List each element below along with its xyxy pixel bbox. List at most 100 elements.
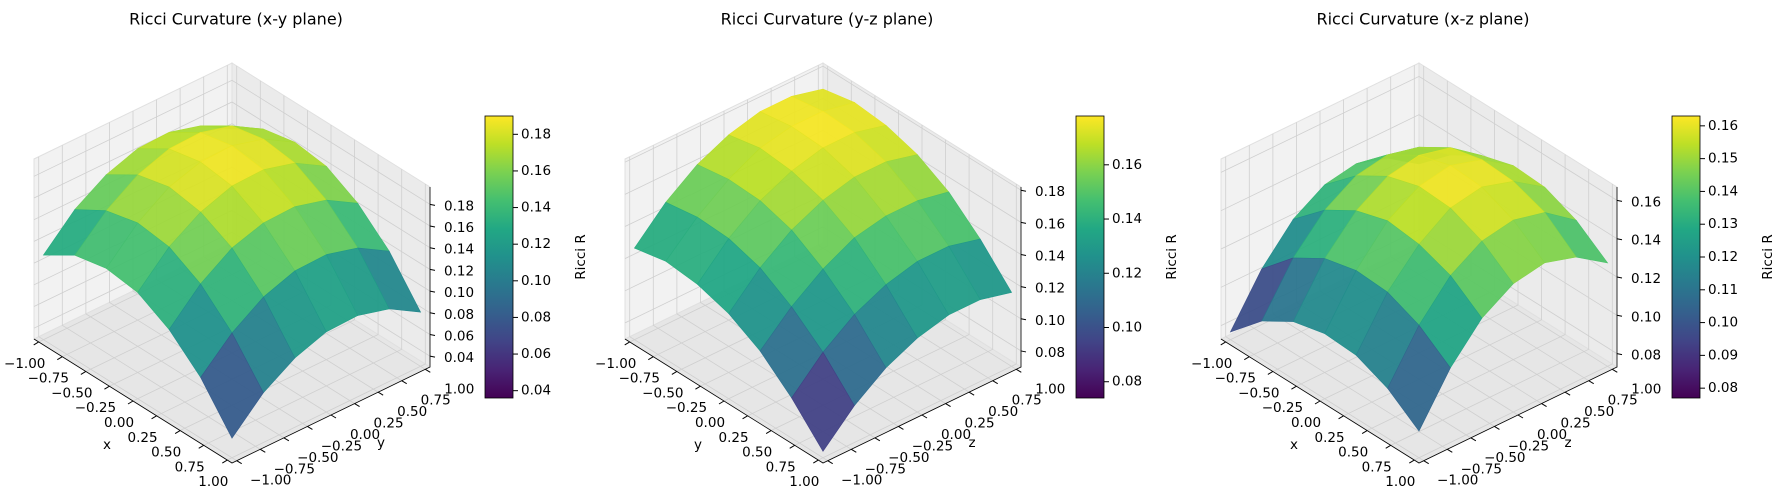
y-tick: [307, 425, 313, 430]
colorbar-tick-label: 0.16: [1708, 118, 1738, 134]
panel: −1.00−0.75−0.50−0.250.000.250.500.751.00…: [1191, 10, 1772, 491]
x-tick: [671, 371, 678, 375]
x-tick: [624, 341, 630, 346]
x-tick-label: −1.00: [4, 356, 45, 372]
y-tick-label: −0.50: [297, 450, 338, 466]
colorbar-tick-label: 0.11: [1708, 282, 1738, 298]
colorbar-tick-label: 0.06: [521, 346, 551, 362]
y-tick-label: 0.25: [1561, 416, 1591, 432]
y-tick-label: 0.75: [421, 393, 451, 409]
colorbar-tick-label: 0.13: [1708, 216, 1738, 232]
z-tick: [1020, 286, 1027, 289]
x-tick: [742, 415, 748, 420]
y-tick: [1016, 368, 1022, 373]
x-tick: [1385, 444, 1391, 449]
grid-line: [1220, 75, 1618, 201]
x-tick: [1361, 430, 1368, 434]
y-tick: [945, 403, 951, 408]
y-tick: [377, 391, 384, 396]
x-tick: [765, 430, 772, 434]
y-tick-label: 1.00: [1631, 381, 1661, 397]
x-tick-label: 0.75: [766, 459, 796, 475]
y-tick-label: 1.00: [444, 381, 474, 397]
y-tick-label: −0.75: [1461, 461, 1502, 477]
y-tick-label: 0.50: [1584, 404, 1614, 420]
z-tick: [429, 333, 436, 336]
colorbar-tick-label: 0.10: [1708, 315, 1738, 331]
x-tick-label: −0.75: [1215, 371, 1256, 387]
surface-patch: [200, 332, 264, 439]
x-tick-label: 0.25: [128, 430, 158, 446]
x-tick-label: −0.25: [75, 400, 116, 416]
colorbar-tick-label: 0.18: [521, 126, 551, 142]
x-tick: [695, 385, 701, 390]
x-tick: [648, 356, 654, 361]
y-tick: [1588, 380, 1594, 385]
z-tick: [429, 247, 436, 250]
z-tick-label: 0.14: [1035, 249, 1065, 265]
axis-line: [624, 187, 1022, 464]
y-tick-label: 0.75: [1012, 393, 1042, 409]
x-tick: [33, 341, 39, 346]
y-tick-label: −0.25: [321, 438, 362, 454]
x-tick: [1244, 356, 1250, 361]
x-tick-label: 1.00: [198, 474, 228, 490]
x-tick: [718, 400, 725, 405]
y-tick-label: −0.25: [912, 438, 953, 454]
colorbar-tick-label: 0.12: [521, 236, 551, 252]
colorbar-label: Ricci R: [1164, 234, 1180, 279]
y-tick-label: 0.00: [1537, 427, 1567, 443]
z-tick-label: 0.16: [1035, 216, 1065, 232]
x-tick-label: −0.50: [51, 385, 92, 401]
x-tick-label: −0.75: [619, 371, 660, 387]
grid-line: [818, 184, 1017, 461]
y-tick: [1612, 368, 1618, 373]
colorbar: [1075, 115, 1105, 399]
grid-line: [38, 156, 237, 462]
x-tick-label: 1.00: [1385, 474, 1415, 490]
panel: −1.00−0.75−0.50−0.250.000.250.500.751.00…: [595, 10, 1180, 491]
x-tick-label: −1.00: [595, 356, 636, 372]
z-tick: [1020, 350, 1027, 353]
z-tick-label: 0.08: [444, 307, 474, 323]
z-tick: [1616, 199, 1623, 202]
y-tick-label: 0.25: [374, 416, 404, 432]
grid-line: [227, 184, 426, 461]
z-tick-label: 0.10: [1631, 309, 1661, 325]
y-tick-label: −1.00: [250, 473, 291, 489]
colorbar-tick-label: 0.08: [1112, 374, 1142, 390]
z-tick-label: 0.10: [1035, 313, 1065, 329]
z-tick-label: 0.18: [1035, 184, 1065, 200]
z-tick-label: 0.14: [444, 242, 474, 258]
z-tick-label: 0.18: [444, 198, 474, 214]
y-axis-label: z: [968, 435, 975, 451]
x-tick-label: 0.00: [695, 415, 725, 431]
chart-title: Ricci Curvature (x-y plane): [129, 10, 343, 29]
x-tick-label: 0.25: [719, 430, 749, 446]
y-tick-label: −0.50: [1484, 450, 1525, 466]
colorbar: [484, 115, 514, 399]
grid-line: [1414, 184, 1613, 461]
y-tick: [236, 460, 242, 465]
z-tick: [1616, 314, 1623, 317]
colorbar-tick-label: 0.15: [1708, 151, 1738, 167]
y-tick-label: −0.75: [274, 461, 315, 477]
z-tick-label: 0.06: [444, 328, 474, 344]
z-tick-label: 0.10: [444, 285, 474, 301]
z-tick: [429, 225, 436, 228]
x-tick: [151, 415, 157, 420]
x-axis-label: x: [1290, 437, 1298, 453]
x-tick: [127, 400, 134, 405]
y-tick: [992, 380, 998, 385]
y-tick: [898, 425, 904, 430]
z-tick-label: 0.16: [1631, 194, 1661, 210]
x-tick: [198, 444, 204, 449]
colorbar-tick-label: 0.16: [1112, 157, 1142, 173]
x-tick-label: 0.50: [151, 445, 181, 461]
z-tick: [1616, 238, 1623, 241]
colorbar-label: Ricci R: [573, 234, 589, 279]
y-tick: [1541, 403, 1547, 408]
x-tick-label: 0.00: [104, 415, 134, 431]
axis-line: [33, 187, 431, 464]
y-tick-label: −0.50: [888, 450, 929, 466]
